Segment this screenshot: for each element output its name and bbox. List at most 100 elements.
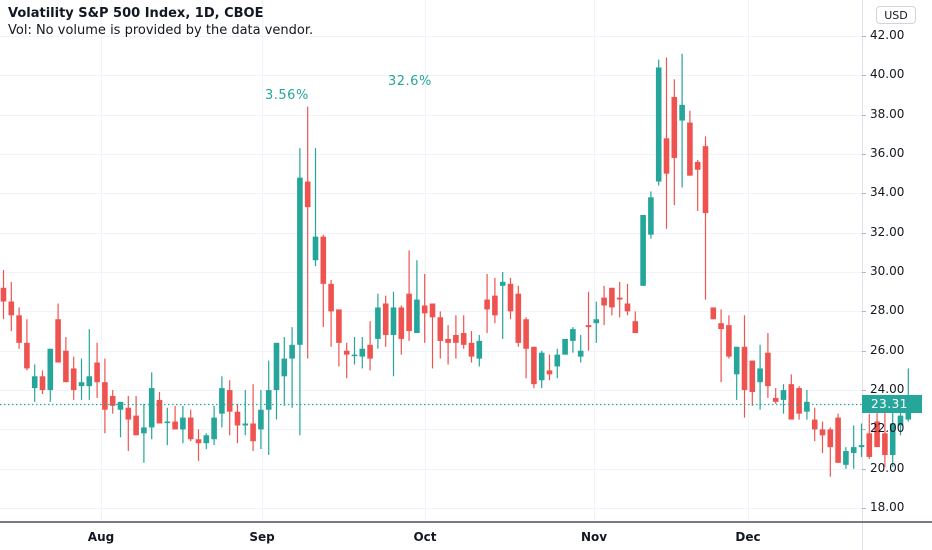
candle-body[interactable] bbox=[648, 197, 654, 235]
candle-body[interactable] bbox=[811, 419, 818, 430]
candle-body[interactable] bbox=[835, 417, 841, 463]
candle-body[interactable] bbox=[882, 433, 888, 455]
candle-body[interactable] bbox=[476, 340, 483, 359]
candle-body[interactable] bbox=[406, 293, 412, 332]
candle-body[interactable] bbox=[421, 305, 428, 314]
candle-body[interactable] bbox=[375, 307, 381, 339]
candle-body[interactable] bbox=[281, 358, 288, 377]
candle-body[interactable] bbox=[148, 388, 155, 428]
candle-body[interactable] bbox=[133, 415, 139, 436]
candle-body[interactable] bbox=[8, 301, 15, 316]
candle-body[interactable] bbox=[226, 390, 233, 412]
candle-body[interactable] bbox=[39, 376, 46, 391]
candle-body[interactable] bbox=[765, 352, 771, 387]
candle-body[interactable] bbox=[187, 417, 194, 440]
candle-body[interactable] bbox=[195, 439, 202, 444]
candle-body[interactable] bbox=[499, 281, 506, 286]
candle-body[interactable] bbox=[897, 415, 904, 426]
candle-body[interactable] bbox=[320, 236, 327, 284]
candle-body[interactable] bbox=[515, 293, 522, 343]
candle-body[interactable] bbox=[125, 407, 132, 420]
candle-body[interactable] bbox=[694, 161, 701, 170]
candle-body[interactable] bbox=[507, 283, 514, 312]
candle-body[interactable] bbox=[663, 138, 670, 174]
candle-body[interactable] bbox=[819, 429, 826, 436]
candle-body[interactable] bbox=[234, 411, 241, 426]
candle-body[interactable] bbox=[390, 307, 397, 335]
candle-body[interactable] bbox=[492, 295, 498, 316]
candle-body[interactable] bbox=[367, 344, 373, 359]
currency-button[interactable]: USD bbox=[876, 6, 916, 24]
candle-body[interactable] bbox=[351, 354, 358, 357]
candle-body[interactable] bbox=[616, 297, 623, 300]
candle-body[interactable] bbox=[70, 368, 77, 391]
candle-body[interactable] bbox=[219, 388, 225, 414]
candle-body[interactable] bbox=[258, 409, 264, 430]
candle-body[interactable] bbox=[297, 177, 303, 345]
candle-body[interactable] bbox=[468, 342, 475, 357]
candle-body[interactable] bbox=[671, 96, 678, 158]
candle-body[interactable] bbox=[460, 333, 467, 345]
candle-body[interactable] bbox=[843, 451, 849, 465]
candle-body[interactable] bbox=[546, 370, 553, 375]
candle-body[interactable] bbox=[265, 390, 272, 410]
candle-body[interactable] bbox=[577, 350, 584, 357]
candle-body[interactable] bbox=[445, 338, 451, 343]
candle-body[interactable] bbox=[211, 417, 217, 440]
candle-body[interactable] bbox=[702, 146, 709, 214]
candle-body[interactable] bbox=[24, 342, 30, 369]
candle-body[interactable] bbox=[453, 334, 459, 343]
candle-body[interactable] bbox=[609, 287, 615, 308]
candle-body[interactable] bbox=[687, 122, 693, 176]
candle-body[interactable] bbox=[655, 67, 662, 182]
candle-body[interactable] bbox=[741, 346, 748, 391]
candle-body[interactable] bbox=[312, 236, 319, 261]
candle-body[interactable] bbox=[343, 350, 350, 355]
candle-body[interactable] bbox=[304, 181, 311, 208]
candle-body[interactable] bbox=[593, 319, 600, 324]
candle-body[interactable] bbox=[336, 309, 342, 343]
candle-body[interactable] bbox=[328, 283, 334, 312]
candle-body[interactable] bbox=[780, 390, 787, 400]
candle-body[interactable] bbox=[874, 421, 880, 448]
candle-body[interactable] bbox=[31, 376, 38, 389]
candle-body[interactable] bbox=[562, 338, 568, 355]
candle-body[interactable] bbox=[827, 429, 834, 448]
candle-body[interactable] bbox=[570, 329, 576, 341]
candle-body[interactable] bbox=[710, 307, 717, 320]
candle-body[interactable] bbox=[164, 421, 171, 424]
candle-body[interactable] bbox=[850, 447, 857, 454]
candle-body[interactable] bbox=[250, 423, 256, 442]
candle-body[interactable] bbox=[484, 299, 490, 310]
candle-body[interactable] bbox=[437, 317, 444, 341]
candle-body[interactable] bbox=[398, 307, 405, 339]
candle-body[interactable] bbox=[804, 401, 810, 412]
candle-body[interactable] bbox=[63, 350, 69, 383]
candle-body[interactable] bbox=[796, 388, 802, 414]
candle-body[interactable] bbox=[156, 399, 163, 424]
candle-body[interactable] bbox=[180, 417, 186, 430]
candle-body[interactable] bbox=[141, 427, 147, 434]
candle-body[interactable] bbox=[0, 287, 7, 302]
candle-body[interactable] bbox=[382, 303, 389, 335]
candle-body[interactable] bbox=[601, 297, 607, 306]
candle-body[interactable] bbox=[749, 360, 756, 393]
candle-body[interactable] bbox=[86, 376, 93, 387]
candle-body[interactable] bbox=[102, 382, 108, 410]
candle-body[interactable] bbox=[640, 214, 646, 286]
candle-body[interactable] bbox=[172, 421, 178, 430]
candle-body[interactable] bbox=[429, 303, 436, 318]
candle-body[interactable] bbox=[273, 342, 280, 391]
candle-body[interactable] bbox=[585, 325, 592, 328]
candle-body[interactable] bbox=[359, 348, 366, 357]
candle-body[interactable] bbox=[858, 445, 865, 448]
candle-body[interactable] bbox=[78, 382, 85, 387]
candle-body[interactable] bbox=[718, 323, 724, 330]
candle-body[interactable] bbox=[788, 384, 795, 420]
candle-body[interactable] bbox=[242, 423, 249, 426]
candle-body[interactable] bbox=[414, 299, 420, 334]
candle-body[interactable] bbox=[889, 423, 896, 455]
candle-body[interactable] bbox=[866, 433, 873, 457]
candle-body[interactable] bbox=[117, 401, 124, 410]
